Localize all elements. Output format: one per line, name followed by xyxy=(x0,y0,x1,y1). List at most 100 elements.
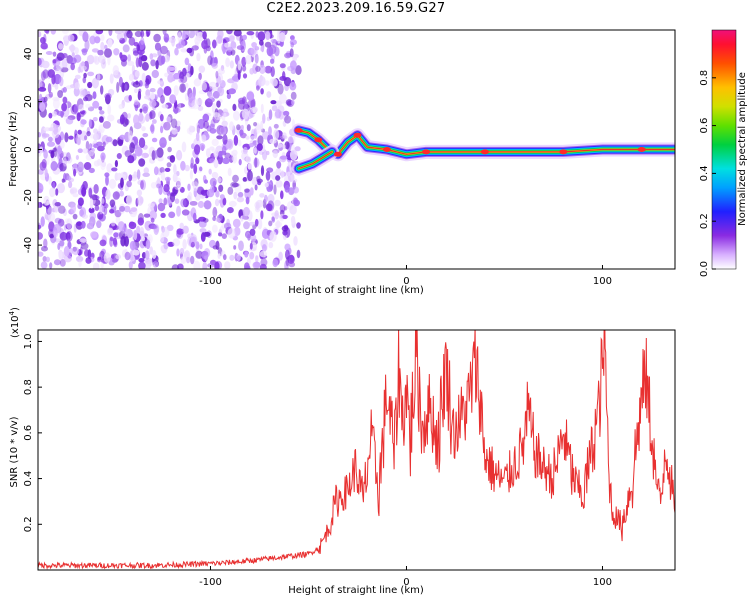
noise-blob xyxy=(99,110,105,115)
noise-blob xyxy=(186,195,192,201)
noise-blob xyxy=(101,198,105,204)
noise-blob xyxy=(199,143,206,151)
noise-blob xyxy=(139,108,143,113)
noise-blob xyxy=(108,30,113,36)
noise-blob xyxy=(191,45,199,51)
noise-blob xyxy=(149,92,156,100)
noise-blob xyxy=(160,232,165,243)
noise-blob xyxy=(240,124,244,130)
noise-blob xyxy=(149,124,155,132)
noise-blob xyxy=(279,204,286,213)
svg-text:(x104): (x104) xyxy=(8,307,21,338)
noise-blob xyxy=(136,189,143,197)
noise-blob xyxy=(252,107,256,114)
noise-blob xyxy=(182,225,189,234)
noise-blob xyxy=(140,180,144,190)
noise-blob xyxy=(138,158,146,167)
noise-blob xyxy=(294,146,301,152)
noise-blob xyxy=(160,125,164,134)
noise-blob xyxy=(215,240,220,250)
noise-blob xyxy=(264,194,268,203)
noise-blob xyxy=(184,164,190,172)
noise-blob xyxy=(288,261,296,268)
noise-blob xyxy=(62,96,68,104)
noise-blob xyxy=(296,249,301,259)
noise-blob xyxy=(137,217,144,226)
noise-blob xyxy=(70,203,76,214)
y-tick-label: 40 xyxy=(23,48,34,61)
signal-hotspot xyxy=(294,127,303,133)
noise-blob xyxy=(260,210,264,220)
noise-blob xyxy=(176,248,180,257)
noise-blob xyxy=(250,98,256,109)
noise-blob xyxy=(146,31,150,37)
noise-blob xyxy=(231,182,240,188)
noise-blob xyxy=(100,159,106,171)
noise-blob xyxy=(67,34,75,42)
noise-blob xyxy=(139,226,145,238)
noise-blob xyxy=(236,196,245,203)
spectrogram-x-ticks: -100 0 100 xyxy=(199,265,612,287)
noise-blob xyxy=(52,96,60,102)
noise-blob xyxy=(116,153,122,159)
noise-blob xyxy=(52,147,57,152)
noise-blob xyxy=(245,196,250,205)
noise-blob xyxy=(227,167,232,177)
noise-blob xyxy=(222,197,227,206)
noise-blob xyxy=(207,55,213,66)
noise-blob xyxy=(97,128,103,133)
noise-blob xyxy=(150,224,158,230)
noise-blob xyxy=(256,85,260,91)
noise-blob xyxy=(176,205,181,217)
signal-hotspot xyxy=(637,147,646,152)
noise-blob xyxy=(100,262,104,269)
signal-trace xyxy=(291,123,675,176)
noise-blob xyxy=(214,198,220,207)
noise-blob xyxy=(189,201,198,206)
noise-blob xyxy=(211,138,219,147)
noise-blob xyxy=(45,51,53,55)
noise-blob xyxy=(141,126,146,132)
noise-blob xyxy=(185,72,190,79)
noise-blob xyxy=(126,180,132,188)
signal-hotspot xyxy=(333,151,342,157)
noise-blob xyxy=(288,136,294,144)
noise-blob xyxy=(74,74,81,80)
noise-blob xyxy=(133,114,140,126)
noise-blob xyxy=(265,31,271,41)
noise-blob xyxy=(82,76,87,84)
noise-blob xyxy=(128,36,136,46)
noise-blob xyxy=(40,261,48,269)
noise-blob xyxy=(260,45,264,52)
noise-blob xyxy=(49,262,53,269)
noise-blob xyxy=(236,124,241,131)
noise-blob xyxy=(242,34,247,40)
noise-blob xyxy=(274,210,280,220)
noise-blob xyxy=(212,39,217,49)
noise-blob xyxy=(245,54,252,65)
noise-blob xyxy=(259,250,267,258)
noise-blob xyxy=(112,225,120,230)
noise-blob xyxy=(103,252,111,263)
noise-blob xyxy=(63,246,70,257)
noise-blob xyxy=(188,92,196,104)
noise-blob xyxy=(209,81,217,90)
noise-blob xyxy=(64,254,72,263)
noise-blob xyxy=(166,162,172,168)
noise-blob xyxy=(91,77,99,89)
noise-blob xyxy=(160,45,168,55)
noise-blob xyxy=(89,198,94,210)
noise-blob xyxy=(219,194,225,200)
noise-blob xyxy=(116,81,120,93)
signal-hotspot xyxy=(382,147,391,152)
noise-blob xyxy=(176,228,185,235)
noise-blob xyxy=(109,199,116,208)
noise-blob xyxy=(114,160,118,168)
noise-blob xyxy=(219,126,227,136)
noise-blob xyxy=(275,180,283,188)
noise-blob xyxy=(61,178,65,183)
noise-blob xyxy=(167,241,175,247)
noise-blob xyxy=(40,37,46,44)
noise-blob xyxy=(47,207,53,217)
noise-blob xyxy=(199,243,203,250)
